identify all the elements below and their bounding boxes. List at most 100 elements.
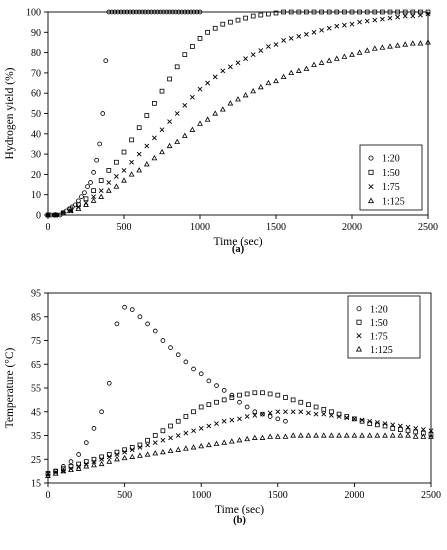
data-point [106,380,112,386]
data-point [114,159,119,165]
data-point [137,314,143,320]
data-point [106,454,112,460]
data-point [190,444,197,450]
data-point [188,9,194,15]
legend-label: 1:50 [370,318,388,329]
data-point [260,411,265,417]
data-point [197,36,203,41]
data-point [283,409,288,415]
y-axis-label: Hydrogen yield (%) [4,67,16,159]
chart-panel-b: 0 500 1000 1500 2000 2500 15 25 35 45 55 65 75 85 95 Ti… [4,289,441,527]
data-point [349,51,355,57]
data-point [197,9,203,15]
data-point [91,426,97,431]
data-point [83,463,90,469]
data-point [380,16,385,22]
data-point [320,432,327,438]
data-point [341,53,348,59]
x-tick-label: 500 [117,222,132,233]
data-point [273,77,279,84]
data-point [364,18,370,24]
data-point [334,9,340,15]
data-point [158,9,163,15]
data-point [145,9,151,15]
data-point [379,44,386,50]
y-tick-label: 95 [31,289,41,300]
data-point [139,9,145,15]
data-point [349,9,355,15]
data-point [382,432,388,438]
data-point [122,304,127,310]
data-point [352,416,357,422]
data-point [136,151,142,157]
data-point [364,9,370,15]
data-point [313,411,319,417]
data-point [76,198,81,204]
data-point [243,56,248,62]
data-point [235,60,241,66]
data-point [352,416,357,422]
data-point [152,440,158,446]
y-tick-label: 25 [31,455,41,466]
data-point [98,460,105,467]
data-point [260,411,265,417]
data-point [420,433,427,439]
data-point [137,452,143,458]
data-point [174,138,181,145]
y-tick-label: 20 [31,170,41,181]
data-point [349,21,355,27]
data-point [368,184,374,190]
data-point [413,429,419,435]
series-1-125 [45,39,431,218]
data-point [60,464,66,469]
data-point [244,404,250,410]
data-point [282,433,289,439]
y-tick-label: 0 [36,211,41,222]
data-point [122,449,127,455]
data-point [298,399,304,405]
data-point [182,102,188,108]
data-point [402,13,408,19]
data-point [167,119,172,125]
data-point [183,414,189,419]
y-tick-label: 55 [31,384,41,395]
data-point [143,161,150,167]
data-point [343,432,350,438]
data-point [266,44,271,49]
data-point [121,149,127,155]
data-point [364,47,371,53]
data-point [275,409,281,415]
data-point [295,67,302,73]
data-point [124,9,130,15]
data-point [311,29,317,35]
data-point [198,443,205,449]
data-point [167,76,172,82]
data-point [274,433,281,439]
data-point [83,201,89,207]
data-point [159,88,165,94]
data-point [160,448,166,455]
data-point [410,9,416,15]
data-point [258,48,264,53]
data-point [235,96,241,102]
data-point [205,29,210,35]
data-point [395,14,400,20]
data-point [313,432,319,438]
data-point [175,446,182,452]
data-point [105,187,112,193]
data-point [90,197,97,203]
x-tick-label: 500 [117,490,132,501]
data-point [405,432,411,438]
data-point [53,468,59,474]
data-point [244,414,250,419]
data-point [428,428,434,434]
data-point [175,433,181,438]
data-point [94,157,99,163]
data-point [304,9,309,15]
data-point [357,9,362,15]
data-point [356,306,362,312]
data-point [420,427,426,432]
data-point [151,154,158,161]
data-point [98,178,104,183]
